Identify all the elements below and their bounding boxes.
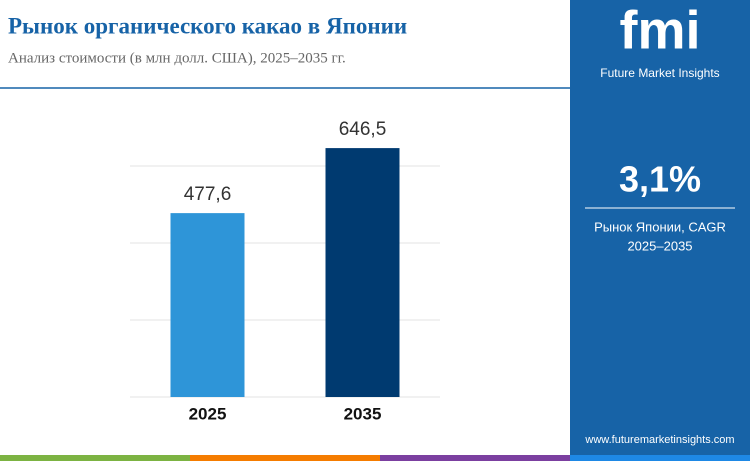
sidebar: [570, 0, 750, 461]
cagr-value: 3,1%: [619, 159, 701, 200]
value-label: 646,5: [339, 119, 387, 140]
strip: [570, 455, 750, 461]
x-tick-label: 2035: [344, 404, 382, 423]
strip: [190, 455, 380, 461]
logo: fmi: [620, 0, 701, 60]
strip: [380, 455, 570, 461]
strip: [0, 455, 190, 461]
bar: [325, 148, 400, 397]
value-label: 477,6: [184, 184, 232, 205]
brand: Future Market Insights: [600, 66, 719, 80]
chart-title: Рынок органического какао в Японии: [8, 13, 407, 38]
cagr-period: 2025–2035: [627, 238, 692, 253]
website: www.futuremarketinsights.com: [584, 434, 734, 446]
x-tick-label: 2025: [189, 404, 227, 423]
cagr-label: Рынок Японии, CAGR: [594, 219, 726, 234]
bar: [170, 213, 245, 397]
chart-subtitle: Анализ стоимости (в млн долл. США), 2025…: [8, 50, 346, 66]
